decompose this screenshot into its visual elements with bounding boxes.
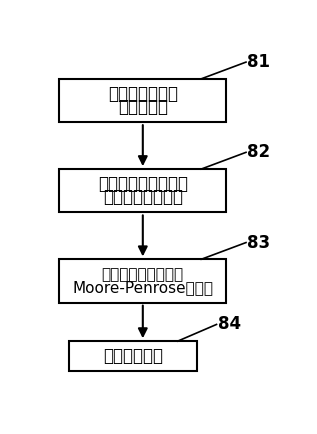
- Bar: [59, 79, 226, 122]
- Bar: [69, 341, 197, 371]
- Text: 求解隐层输出矩阵的: 求解隐层输出矩阵的: [102, 267, 184, 282]
- Text: Moore-Penrose广义逆: Moore-Penrose广义逆: [72, 280, 213, 295]
- Text: 计算输出权重: 计算输出权重: [103, 347, 163, 365]
- Text: 计算对应训练样本数: 计算对应训练样本数: [98, 175, 188, 194]
- Bar: [59, 169, 226, 213]
- Text: 据的隐层输出矩阵: 据的隐层输出矩阵: [103, 188, 183, 206]
- Bar: [59, 259, 226, 303]
- Text: 82: 82: [247, 143, 270, 161]
- Text: 重以及偏置: 重以及偏置: [118, 98, 168, 116]
- Text: 81: 81: [247, 53, 270, 71]
- Text: 84: 84: [218, 316, 241, 333]
- Text: 83: 83: [247, 233, 270, 252]
- Text: 随机赋值输入权: 随机赋值输入权: [108, 85, 178, 103]
